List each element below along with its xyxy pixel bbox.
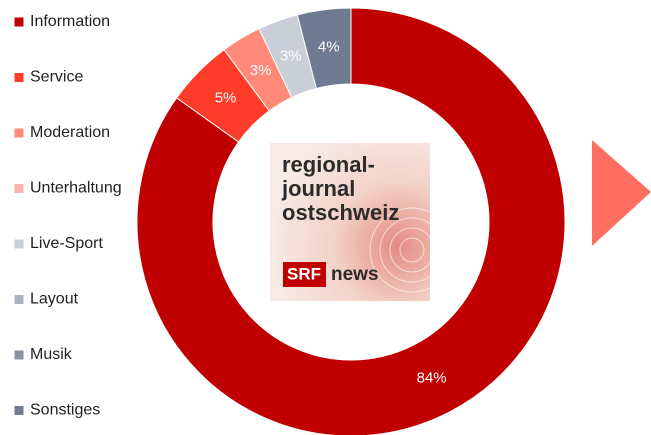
legend-label: Moderation: [30, 124, 110, 141]
donut: [136, 7, 566, 435]
data-label: 3%: [280, 48, 302, 65]
logo: regional- journal ostschweiz SRF news: [270, 143, 455, 301]
legend-swatch: [13, 72, 25, 83]
data-label: 84%: [417, 369, 447, 386]
slice: [136, 7, 566, 435]
logo-brand-box: [283, 262, 326, 287]
legend-swatch: [13, 294, 25, 305]
logo-product: news: [331, 264, 379, 285]
legend-swatch: [13, 127, 25, 139]
legend-swatch: [13, 16, 25, 28]
logo-brand: SRF: [287, 264, 321, 283]
legend-swatch: [13, 238, 25, 250]
slice: [296, 7, 352, 90]
legend-label: Sonstiges: [30, 402, 100, 419]
legend-label: Layout: [30, 291, 79, 308]
next-arrow: [592, 140, 651, 246]
legend-label: Unterhaltung: [30, 180, 122, 197]
legend-label: Service: [30, 69, 83, 86]
legend-label: Live-Sport: [30, 235, 103, 252]
data-label: 5%: [215, 90, 237, 107]
legend-swatch: [13, 405, 25, 416]
legend-label: Information: [30, 13, 110, 30]
legend-label: Musik: [30, 346, 73, 363]
data-label: 3%: [250, 62, 272, 79]
data-label: 4%: [318, 38, 340, 55]
logo-line: journal: [281, 176, 355, 201]
logo-line: ostschweiz: [282, 200, 399, 225]
logo-rings: [369, 207, 455, 293]
legend-swatch: [13, 183, 25, 194]
legend-swatch: [13, 349, 25, 361]
logo-line: regional-: [282, 152, 375, 177]
